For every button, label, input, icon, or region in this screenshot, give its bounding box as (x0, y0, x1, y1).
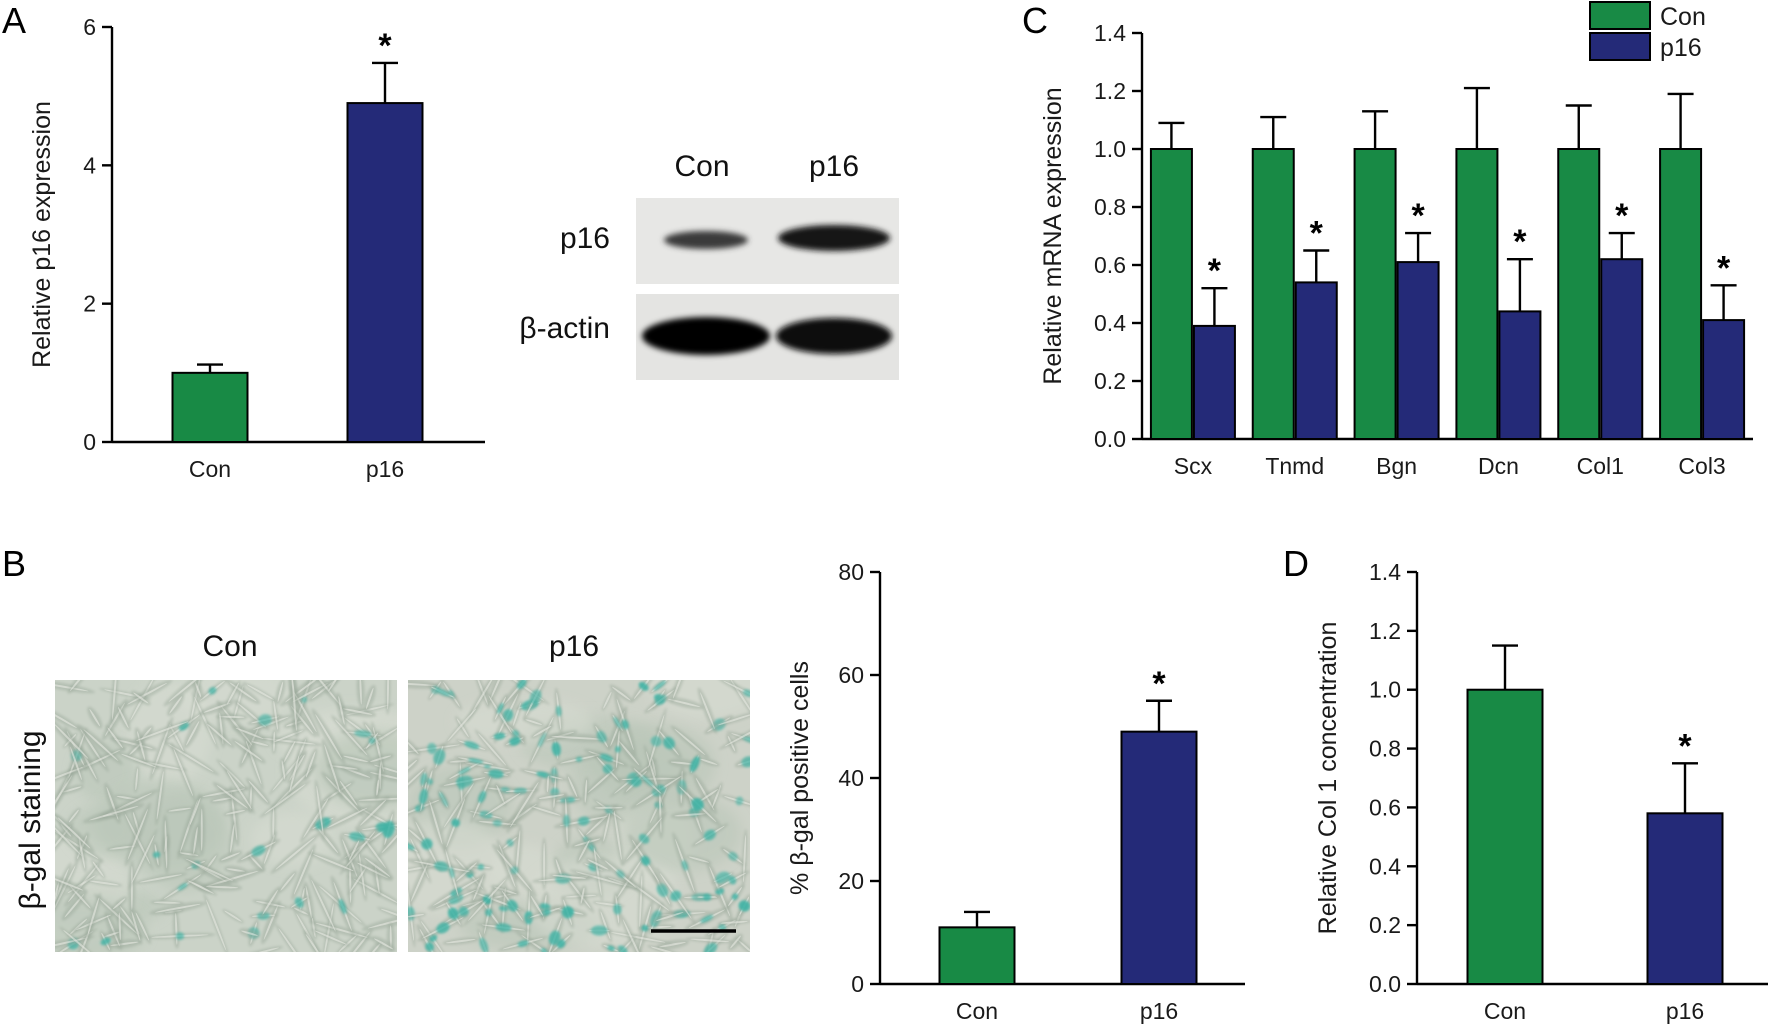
bar-p16-scx (1192, 324, 1236, 440)
significance-star: * (378, 27, 392, 65)
bar-con-tnmd (1251, 148, 1295, 440)
significance-star: * (1717, 249, 1731, 287)
bar-con (171, 371, 249, 444)
bar-con-col3 (1659, 148, 1703, 440)
y-tick-label: 60 (838, 662, 864, 688)
staining-image-label-p16: p16 (549, 630, 599, 663)
blot-lane-label-con: Con (674, 150, 729, 183)
x-tick-label: Col1 (1577, 453, 1624, 479)
bar-p16 (1120, 730, 1198, 986)
y-tick-label: 0.6 (1094, 252, 1126, 278)
x-tick-label: Con (956, 998, 998, 1024)
bar-con (938, 926, 1016, 985)
y-tick-label: 0.8 (1369, 736, 1401, 762)
panel-letter-d: D (1283, 543, 1309, 584)
significance-star: * (1208, 252, 1222, 290)
x-tick-label: Tnmd (1265, 453, 1324, 479)
staining-image-label-con: Con (202, 630, 257, 663)
staining-panel: β-gal staining Con p16 (14, 630, 750, 952)
x-tick-label: p16 (366, 456, 404, 482)
staining-image-p16 (408, 680, 750, 952)
y-tick-label: 1.0 (1094, 136, 1126, 162)
significance-star: * (1615, 197, 1629, 235)
staining-image-con (55, 680, 397, 952)
significance-star: * (1310, 215, 1324, 253)
y-tick-label: 0.0 (1094, 426, 1126, 452)
x-tick-label: Con (1484, 998, 1526, 1024)
y-tick-label: 1.4 (1369, 559, 1401, 585)
bar-p16-col1 (1600, 258, 1644, 441)
x-tick-label: Bgn (1376, 453, 1417, 479)
chart-b-beta-gal-positive: 0 20 40 60 80 % β-gal positive cells Con * p16 (786, 559, 1245, 1024)
chart-d-col1-concentration: 0.0 0.2 0.4 0.6 0.8 1.0 1.2 1.4 Relative Col 1 c… (1314, 559, 1768, 1024)
significance-star: * (1678, 727, 1692, 765)
blot-lane-label-p16: p16 (809, 150, 859, 183)
y-tick-label: 0.4 (1369, 853, 1401, 879)
y-axis-label: Relative mRNA expression (1039, 87, 1067, 384)
bar-con-bgn (1353, 148, 1397, 440)
y-tick-label: 1.2 (1369, 618, 1401, 644)
y-tick-label: 4 (83, 152, 96, 178)
staining-row-label: β-gal staining (14, 730, 47, 909)
bar-p16-tnmd (1294, 281, 1338, 440)
chart-a-p16-expression: 0 2 4 6 Relative p16 expression Con * p16 (28, 14, 485, 482)
legend-swatch-con (1589, 1, 1651, 30)
y-tick-label: 0.0 (1369, 971, 1401, 997)
panel-letter-a: A (2, 0, 26, 41)
panel-letter-b: B (2, 543, 26, 584)
y-tick-label: 0 (851, 971, 864, 997)
legend: Con p16 (1589, 1, 1706, 62)
y-tick-label: 0.2 (1094, 368, 1126, 394)
x-tick-label: p16 (1140, 998, 1178, 1024)
y-tick-label: 1.0 (1369, 677, 1401, 703)
significance-star: * (1411, 197, 1425, 235)
y-tick-label: 80 (838, 559, 864, 585)
y-axis-label: Relative p16 expression (28, 101, 56, 368)
blot-row-label-p16: p16 (560, 222, 610, 255)
y-tick-label: 1.4 (1094, 20, 1126, 46)
bar-con-col1 (1557, 148, 1601, 440)
x-tick-label: Con (189, 456, 231, 482)
y-tick-label: 6 (83, 14, 96, 40)
x-tick-label: Dcn (1478, 453, 1519, 479)
x-tick-label: Col3 (1678, 453, 1725, 479)
y-tick-label: 20 (838, 868, 864, 894)
significance-star: * (1152, 665, 1166, 703)
y-tick-label: 0.8 (1094, 194, 1126, 220)
legend-label-con: Con (1660, 3, 1706, 31)
y-axis-label: Relative Col 1 concentration (1314, 622, 1342, 935)
significance-star: * (1513, 223, 1527, 261)
y-tick-label: 0.4 (1094, 310, 1126, 336)
bar-p16-col3 (1702, 319, 1746, 441)
bar-p16 (1646, 812, 1724, 985)
y-tick-label: 40 (838, 765, 864, 791)
y-tick-label: 0 (83, 429, 96, 455)
bar-con-dcn (1455, 148, 1499, 440)
chart-c-mrna-expression: 0.0 0.2 0.4 0.6 0.8 1.0 1.2 1.4 Relative mRNA ex… (1039, 1, 1753, 479)
bar-con (1466, 688, 1544, 985)
legend-swatch-p16 (1589, 32, 1651, 61)
blot-band-p16-p16 (778, 225, 890, 251)
panel-letter-c: C (1022, 0, 1048, 41)
blot-band-actin-p16 (776, 318, 892, 354)
bar-p16-bgn (1396, 261, 1440, 440)
x-tick-label: p16 (1666, 998, 1704, 1024)
blot-band-p16-con (664, 231, 748, 249)
y-axis-label: % β-gal positive cells (786, 661, 814, 895)
x-tick-label: Scx (1174, 453, 1213, 479)
blot-row-label-beta-actin: β-actin (519, 312, 610, 345)
bar-con-scx (1149, 148, 1193, 440)
y-tick-label: 0.6 (1369, 794, 1401, 820)
bar-p16 (346, 102, 424, 443)
y-tick-label: 1.2 (1094, 78, 1126, 104)
bar-p16-dcn (1498, 310, 1542, 440)
y-tick-label: 2 (83, 291, 96, 317)
western-blot: Con p16 p16 β-actin (519, 150, 899, 380)
y-tick-label: 0.2 (1369, 912, 1401, 938)
blot-band-actin-con (642, 317, 770, 355)
legend-label-p16: p16 (1660, 34, 1702, 62)
